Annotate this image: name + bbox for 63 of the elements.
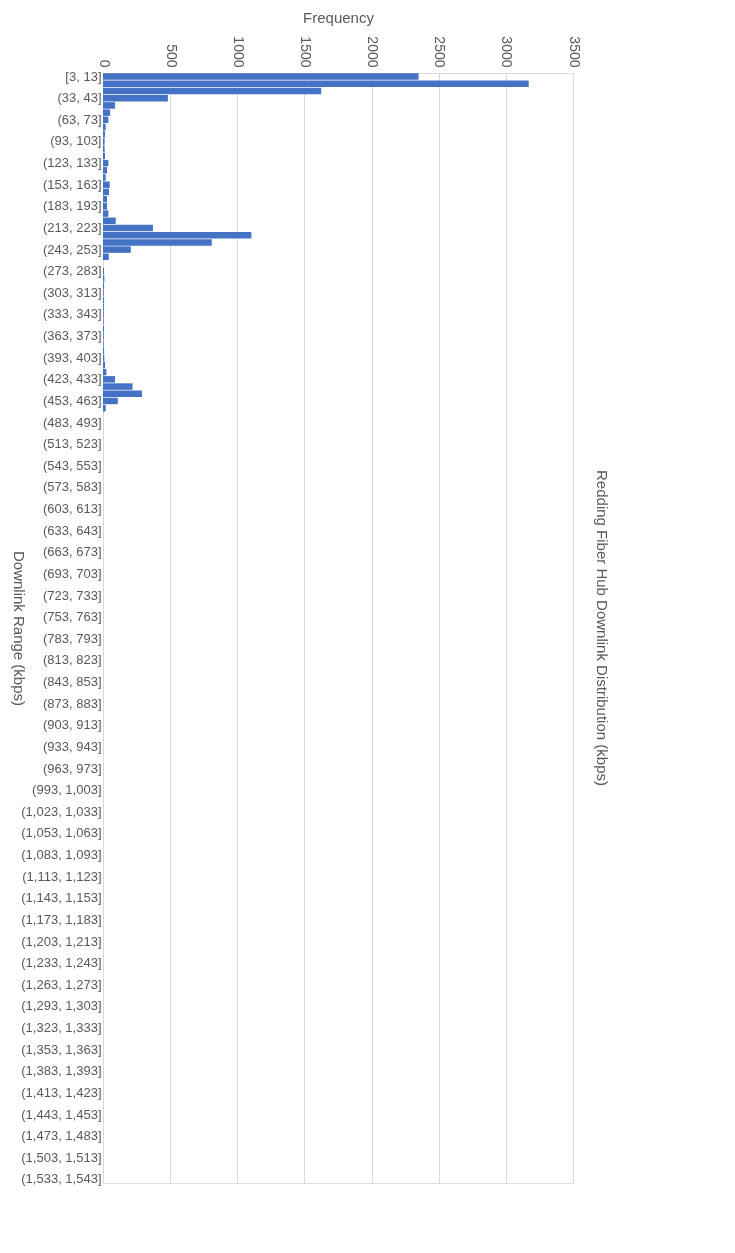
- y-tick-label: (303, 313]: [42, 284, 102, 300]
- y-tick-label: (1,323, 1,333]: [21, 1020, 102, 1036]
- y-axis-title: Downlink Range (kbps): [11, 550, 29, 707]
- x-tick-label: 2500: [432, 36, 449, 68]
- y-tick-label: (33, 43]: [57, 90, 102, 106]
- y-tick-label: (423, 433]: [42, 371, 102, 387]
- y-tick-label: (1,503, 1,513]: [21, 1149, 102, 1165]
- y-tick-label: (1,173, 1,183]: [21, 911, 102, 927]
- y-tick-label: (813, 823]: [42, 652, 102, 668]
- y-tick-label: (1,023, 1,033]: [21, 803, 102, 819]
- x-tick-label: 3000: [499, 36, 516, 68]
- y-tick-label: [3, 13]: [65, 68, 102, 84]
- y-tick-label: (183, 193]: [42, 198, 102, 214]
- y-tick-label: (1,293, 1,303]: [21, 998, 102, 1014]
- y-tick-label: (783, 793]: [42, 630, 102, 646]
- y-tick-label: (1,353, 1,363]: [21, 1041, 102, 1057]
- y-tick-label: (573, 583]: [42, 479, 102, 495]
- y-tick-label: (273, 283]: [42, 263, 102, 279]
- y-tick-label: (153, 163]: [42, 176, 102, 192]
- y-tick-label: (213, 223]: [42, 219, 102, 235]
- y-tick-label: (1,473, 1,483]: [21, 1128, 102, 1144]
- y-tick-label: (93, 103]: [50, 133, 102, 149]
- y-tick-label: (63, 73]: [57, 111, 102, 127]
- y-tick-label: (693, 703]: [42, 565, 102, 581]
- y-tick-label: (1,203, 1,213]: [21, 933, 102, 949]
- x-tick-label: 0: [96, 59, 113, 68]
- x-tick-label: 2000: [365, 36, 382, 68]
- y-tick-label: (1,233, 1,243]: [21, 955, 102, 971]
- y-tick-label: (513, 523]: [42, 436, 102, 452]
- y-tick-label: (1,263, 1,273]: [21, 976, 102, 992]
- y-tick-label: (1,533, 1,543]: [21, 1171, 102, 1187]
- x-tick-label: 3500: [566, 36, 583, 68]
- y-tick-label: (483, 493]: [42, 414, 102, 430]
- y-tick-label: (1,143, 1,153]: [21, 890, 102, 906]
- y-tick-label: (723, 733]: [42, 587, 102, 603]
- x-tick-label: 500: [163, 44, 180, 68]
- y-tick-label: (633, 643]: [42, 522, 102, 538]
- y-tick-label: (843, 853]: [42, 674, 102, 690]
- x-tick-label: 1000: [230, 36, 247, 68]
- y-tick-label: (993, 1,003]: [32, 782, 102, 798]
- y-tick-label: (603, 613]: [42, 501, 102, 517]
- y-tick-label: (453, 463]: [42, 392, 102, 408]
- y-tick-label: (873, 883]: [42, 695, 102, 711]
- y-tick-label: (123, 133]: [42, 155, 102, 171]
- x-tick-label: 1500: [297, 36, 314, 68]
- x-axis-title: Frequency: [303, 9, 375, 27]
- y-tick-label: (393, 403]: [42, 349, 102, 365]
- y-tick-label: (1,113, 1,123]: [22, 868, 102, 884]
- y-tick-label: (1,383, 1,393]: [21, 1063, 102, 1079]
- y-tick-label: (1,083, 1,093]: [21, 847, 102, 863]
- y-tick-label: (903, 913]: [42, 717, 102, 733]
- text: Redding Fiber Hub Downlink Distribution (kbps): [594, 470, 611, 786]
- y-tick-label: (543, 553]: [42, 457, 102, 473]
- y-tick-label: (1,443, 1,453]: [21, 1106, 102, 1122]
- y-tick-label: (363, 373]: [42, 328, 102, 344]
- y-tick-label: (1,413, 1,423]: [21, 1084, 102, 1100]
- y-tick-label: (753, 763]: [42, 609, 102, 625]
- y-tick-label: (663, 673]: [42, 544, 102, 560]
- y-tick-label: (1,053, 1,063]: [21, 825, 102, 841]
- y-tick-label: (933, 943]: [42, 738, 102, 754]
- y-tick-label: (963, 973]: [42, 760, 102, 776]
- y-tick-label: (243, 253]: [42, 241, 102, 257]
- y-tick-label: (333, 343]: [42, 306, 102, 322]
